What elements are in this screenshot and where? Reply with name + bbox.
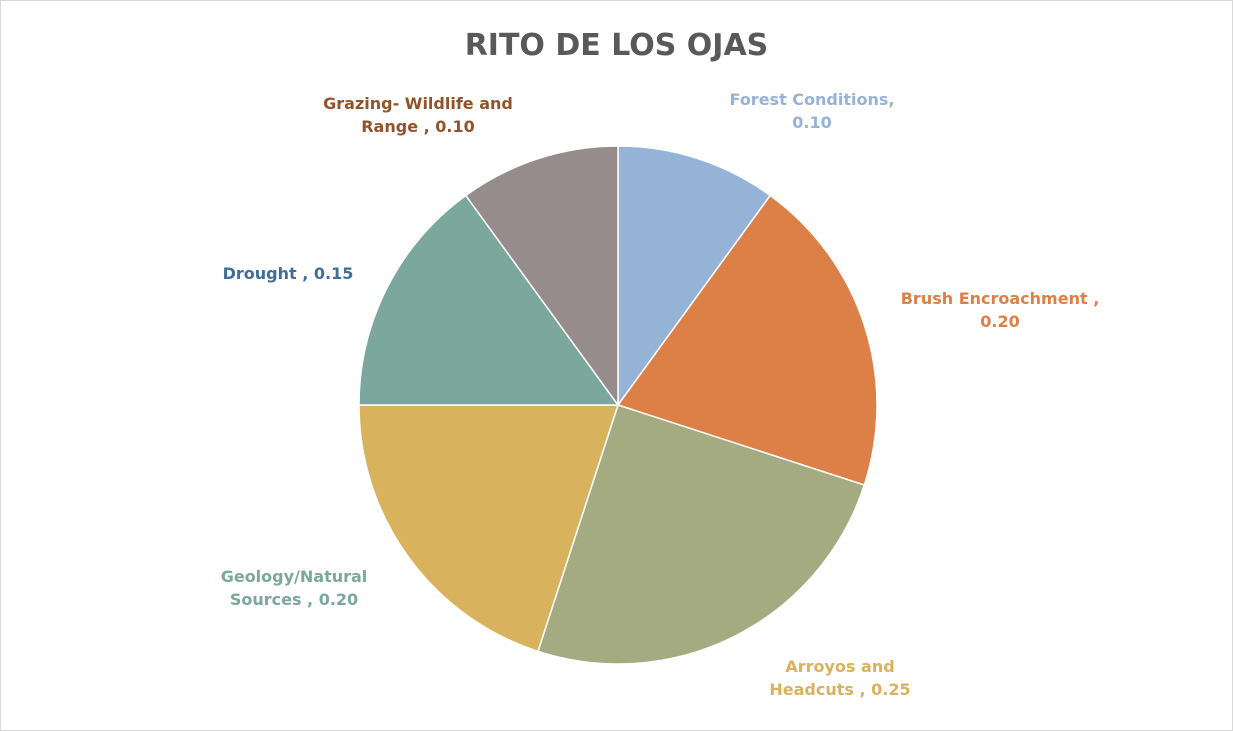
pie-slice: [464, 145, 619, 408]
label-value: 0.15: [313, 264, 354, 283]
pie-slice: [616, 194, 878, 486]
label-value: 0.10: [792, 113, 832, 132]
data-label: Geology/Natural Sources , 0.20: [194, 565, 394, 611]
data-label: Arroyos and Headcuts , 0.25: [760, 655, 920, 701]
label-value: 0.25: [871, 680, 911, 699]
pie-slice: [537, 404, 866, 665]
label-value: 0.20: [318, 590, 359, 609]
label-value: 0.20: [980, 312, 1020, 331]
label-category: Brush Encroachment ,: [900, 289, 1100, 308]
label-category: Forest Conditions,: [729, 90, 895, 109]
pie-slice: [358, 404, 620, 653]
label-category: Grazing- Wildlife and Range ,: [323, 94, 513, 136]
data-label: Grazing- Wildlife and Range , 0.10: [318, 92, 518, 138]
data-label: Brush Encroachment , 0.20: [885, 287, 1115, 333]
data-label: Drought , 0.15: [178, 262, 398, 285]
data-label: Forest Conditions, 0.10: [727, 88, 897, 134]
pie-slice: [617, 145, 772, 408]
label-category: Drought ,: [222, 264, 309, 283]
pie-slice: [358, 194, 620, 406]
label-value: 0.10: [435, 117, 475, 136]
chart-title: RITO DE LOS OJAS: [464, 28, 769, 63]
label-category: Arroyos and Headcuts ,: [769, 657, 895, 699]
label-category: Geology/Natural Sources ,: [220, 567, 368, 609]
